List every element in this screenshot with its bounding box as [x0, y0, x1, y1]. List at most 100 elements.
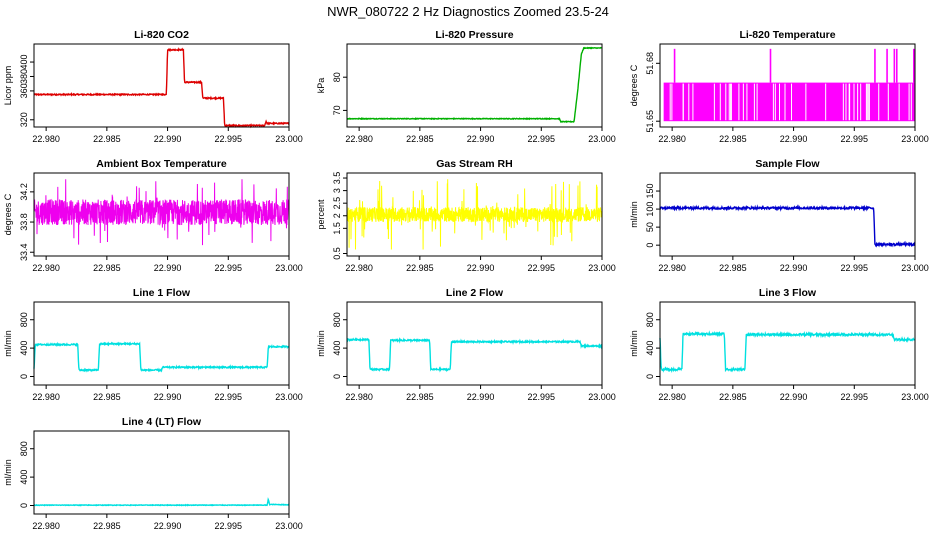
y-tick-label: 400 — [19, 470, 29, 485]
panel-2: Li-820 Pressure kPa 22.980 22.985 22.990 22.9… — [316, 29, 616, 144]
panel-title: Sample Flow — [755, 158, 820, 170]
x-tick-label: 22.995 — [528, 134, 556, 144]
plot-frame — [33, 301, 290, 386]
x-tick-label: 22.985 — [719, 392, 747, 402]
y-tick-label: 0.5 — [332, 247, 342, 260]
y-tick-label: 800 — [19, 441, 29, 456]
y-tick-label: 51.68 — [645, 52, 655, 75]
plot-frame — [659, 301, 916, 386]
x-tick-label: 22.985 — [93, 392, 121, 402]
panel-3: Li-820 Temperature degrees C 22.980 22.985 2… — [629, 29, 929, 144]
series-trace — [659, 204, 916, 248]
x-tick-label: 22.980 — [345, 263, 373, 273]
x-tick-label: 22.980 — [345, 392, 373, 402]
panel-title: Line 2 Flow — [446, 287, 504, 299]
x-tick-label: 22.990 — [467, 134, 495, 144]
x-tick-label: 22.995 — [841, 392, 869, 402]
y-tick-label: 33.4 — [19, 243, 29, 261]
y-tick-label: 400 — [332, 341, 342, 356]
y-tick-label: 50 — [645, 222, 655, 232]
level-band — [663, 82, 915, 122]
y-axis-label: degrees C — [3, 193, 13, 235]
series-line — [33, 47, 290, 129]
y-tick-label: 400 — [19, 341, 29, 356]
plot-frame — [659, 43, 916, 128]
panel-title: Ambient Box Temperature — [96, 158, 227, 170]
y-tick-label: 0 — [19, 503, 29, 508]
x-tick-label: 22.980 — [32, 263, 60, 273]
series-trace — [659, 330, 916, 374]
x-tick-label: 22.985 — [93, 134, 121, 144]
series-line — [659, 204, 916, 248]
y-tick-label: 3.5 — [332, 172, 342, 185]
x-tick-label: 23.000 — [275, 521, 303, 531]
y-tick-label: 800 — [332, 312, 342, 327]
x-tick-label: 22.990 — [154, 263, 182, 273]
x-tick-label: 22.985 — [406, 134, 434, 144]
x-tick-label: 22.995 — [215, 392, 243, 402]
y-tick-label: 34.2 — [19, 183, 29, 201]
y-tick-label: 70 — [332, 105, 342, 115]
x-tick-label: 23.000 — [588, 263, 616, 273]
series-trace — [346, 46, 603, 124]
y-tick-label: 33.8 — [19, 213, 29, 231]
y-tick-label: 1.5 — [332, 222, 342, 235]
x-tick-label: 22.985 — [93, 263, 121, 273]
x-tick-label: 23.000 — [275, 263, 303, 273]
x-tick-label: 23.000 — [275, 134, 303, 144]
x-tick-label: 22.995 — [528, 392, 556, 402]
x-tick-label: 22.980 — [658, 134, 686, 144]
x-tick-label: 22.995 — [528, 263, 556, 273]
x-tick-label: 22.980 — [658, 263, 686, 273]
panel-title: Line 1 Flow — [133, 287, 191, 299]
plot-frame — [346, 301, 603, 386]
y-tick-label: 800 — [19, 312, 29, 327]
x-tick-label: 22.995 — [215, 521, 243, 531]
y-tick-label: 0 — [332, 374, 342, 379]
x-tick-label: 22.990 — [780, 134, 808, 144]
series-trace — [346, 179, 603, 250]
y-tick-label: 0 — [19, 374, 29, 379]
y-axis-label: Licor ppm — [3, 66, 13, 106]
y-tick-label: 800 — [645, 312, 655, 327]
y-tick-label: 2 — [332, 213, 342, 218]
y-axis-label: ml/min — [3, 459, 13, 486]
panel-title: Li-820 Temperature — [739, 29, 835, 41]
x-tick-label: 23.000 — [275, 392, 303, 402]
plot-frame — [346, 172, 603, 257]
series-line — [346, 179, 603, 250]
y-tick-label: 2.5 — [332, 197, 342, 210]
x-tick-label: 23.000 — [588, 134, 616, 144]
y-tick-label: 320 — [19, 112, 29, 127]
figure-title: NWR_080722 2 Hz Diagnostics Zoomed 23.5-… — [327, 4, 609, 19]
y-tick-label: 380 — [19, 69, 29, 84]
panel-7: Line 1 Flow ml/min 22.980 22.985 22.990 22.99… — [3, 287, 303, 402]
x-tick-label: 22.990 — [780, 392, 808, 402]
x-tick-label: 22.990 — [154, 392, 182, 402]
y-axis-label: ml/min — [629, 330, 639, 357]
panel-title: Line 3 Flow — [759, 287, 817, 299]
x-tick-label: 23.000 — [588, 392, 616, 402]
x-tick-label: 22.980 — [32, 392, 60, 402]
series-trace — [33, 47, 290, 129]
panel-title: Li-820 Pressure — [435, 29, 513, 41]
plot-frame — [346, 43, 603, 128]
series-trace — [33, 341, 290, 373]
y-tick-label: 100 — [645, 202, 655, 217]
y-axis-label: ml/min — [629, 201, 639, 228]
panel-title: Line 4 (LT) Flow — [122, 416, 202, 428]
x-tick-label: 23.000 — [901, 134, 929, 144]
x-tick-label: 22.985 — [406, 263, 434, 273]
plot-frame — [33, 43, 290, 128]
y-tick-label: 0 — [645, 374, 655, 379]
x-tick-label: 22.990 — [467, 392, 495, 402]
panel-4: Ambient Box Temperature degrees C 22.980 22… — [3, 158, 303, 273]
y-tick-label: 400 — [19, 55, 29, 70]
y-axis-label: ml/min — [3, 330, 13, 357]
y-axis-label: ml/min — [316, 330, 326, 357]
x-tick-label: 22.995 — [841, 134, 869, 144]
y-tick-label: 80 — [332, 72, 342, 82]
x-tick-label: 22.990 — [154, 134, 182, 144]
x-tick-label: 22.990 — [467, 263, 495, 273]
